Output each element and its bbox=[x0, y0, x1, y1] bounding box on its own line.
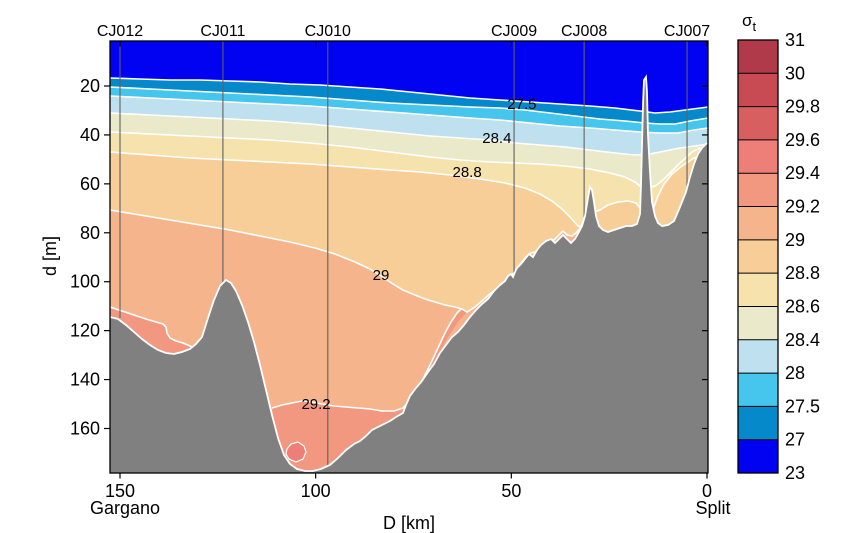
plot-border bbox=[109, 40, 709, 474]
colorbar-title-sigma: σ bbox=[742, 11, 753, 30]
y-tick-label-100: 100 bbox=[70, 272, 100, 292]
isopycnal-29.2-left bbox=[110, 306, 197, 351]
colorbar-tick-label-29.8: 29.8 bbox=[785, 97, 820, 117]
colorbar-tick-label-29.2: 29.2 bbox=[785, 197, 820, 217]
y-tick-label-60: 60 bbox=[80, 174, 100, 194]
pocket-29.2-central bbox=[272, 308, 466, 472]
colorbar-band-8 bbox=[738, 306, 778, 341]
right-end-caption: Split bbox=[695, 498, 730, 518]
station-label-CJ009: CJ009 bbox=[491, 23, 537, 40]
isopycnal-27.5 bbox=[110, 86, 708, 125]
isopycnal-28.4 bbox=[110, 112, 708, 156]
colorbar-tick-label-30: 30 bbox=[785, 63, 805, 83]
x-tick-label-0: 0 bbox=[702, 481, 712, 501]
x-tick-label-100: 100 bbox=[301, 481, 331, 501]
bathymetry bbox=[110, 77, 708, 473]
y-tick-label-140: 140 bbox=[70, 370, 100, 390]
contour-label-29: 29 bbox=[373, 267, 390, 284]
y-tick-label-20: 20 bbox=[80, 76, 100, 96]
colorbar-band-2 bbox=[738, 106, 778, 141]
contour-label-29.2: 29.2 bbox=[301, 396, 330, 413]
isopycnal-28.6 bbox=[110, 131, 708, 189]
colorbar-tick-label-28.6: 28.6 bbox=[785, 296, 820, 316]
colorbar-band-3 bbox=[738, 139, 778, 174]
colorbar-tick-label-28.4: 28.4 bbox=[785, 330, 820, 350]
x-tick-label-50: 50 bbox=[501, 481, 521, 501]
contour-label-28.8: 28.8 bbox=[453, 164, 482, 181]
colorbar-title-subscript: t bbox=[753, 19, 757, 34]
colorbar-tick-label-31: 31 bbox=[785, 30, 805, 50]
y-tick-label-80: 80 bbox=[80, 223, 100, 243]
colorbar-band-4 bbox=[738, 173, 778, 208]
station-label-CJ012: CJ012 bbox=[97, 23, 143, 40]
colorbar-tick-label-23: 23 bbox=[785, 463, 805, 483]
bathymetry-outline bbox=[110, 74, 708, 472]
station-label-CJ010: CJ010 bbox=[305, 23, 351, 40]
colorbar-band-12 bbox=[738, 439, 778, 474]
colorbar-band-6 bbox=[738, 239, 778, 274]
isopycnal-28 bbox=[110, 95, 708, 134]
colorbar-band-9 bbox=[738, 339, 778, 374]
colorbar-band-5 bbox=[738, 206, 778, 241]
pocket-29.2-left bbox=[110, 307, 196, 356]
y-axis-title: d [m] bbox=[40, 236, 60, 276]
station-label-CJ008: CJ008 bbox=[561, 23, 607, 40]
contour-label-28.4: 28.4 bbox=[482, 130, 511, 147]
y-tick-label-160: 160 bbox=[70, 419, 100, 439]
colorbar-tick-label-28: 28 bbox=[785, 363, 805, 383]
station-label-CJ011: CJ011 bbox=[200, 23, 245, 40]
colorbar-border bbox=[737, 39, 779, 474]
colorbar-tick-label-27.5: 27.5 bbox=[785, 396, 820, 416]
colorbar-tick-label-28.8: 28.8 bbox=[785, 263, 820, 283]
colorbar-band-10 bbox=[738, 373, 778, 407]
isopycnal-29.2-central bbox=[271, 307, 466, 412]
band-above-27 bbox=[110, 41, 708, 113]
left-end-caption: Gargano bbox=[90, 498, 160, 518]
y-tick-label-40: 40 bbox=[80, 125, 100, 145]
contour-label-27.5: 27.5 bbox=[507, 96, 536, 113]
x-axis-title: D [km] bbox=[383, 513, 435, 533]
colorbar-band-7 bbox=[738, 273, 778, 307]
colorbar-band-0 bbox=[738, 40, 778, 74]
colorbar-title: σt bbox=[742, 11, 757, 34]
y-tick-label-120: 120 bbox=[70, 321, 100, 341]
colorbar-tick-label-29.6: 29.6 bbox=[785, 130, 820, 150]
isopycnal-28.8 bbox=[110, 151, 708, 230]
colorbar-band-1 bbox=[738, 73, 778, 108]
colorbar-tick-label-29.4: 29.4 bbox=[785, 163, 820, 183]
colorbar-band-11 bbox=[738, 406, 778, 441]
colorbar-tick-label-27: 27 bbox=[785, 430, 805, 450]
station-label-CJ007: CJ007 bbox=[664, 23, 710, 40]
blob-29.4 bbox=[285, 441, 307, 463]
colorbar-tick-label-29: 29 bbox=[785, 230, 805, 250]
x-tick-label-150: 150 bbox=[105, 481, 135, 501]
